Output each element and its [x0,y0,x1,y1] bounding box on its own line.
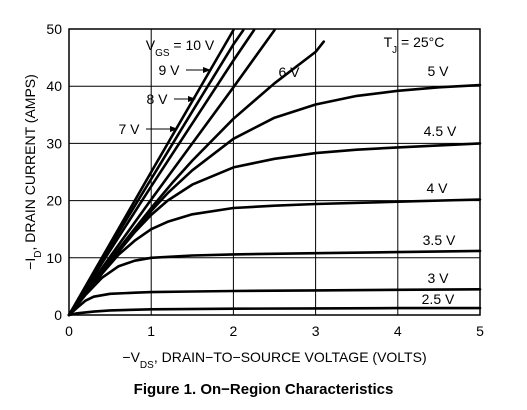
x-tick-label: 0 [65,323,73,339]
curve-label: 3 V [427,270,449,286]
curve-9-v [67,28,245,317]
plot-border [68,28,481,316]
leader-arrowhead [188,96,196,102]
curve-labels: 2.5 V 3 V 3.5 V 4 V 4.5 V 5 V 6 V 7 V 8 V 9 V VGS … [118,34,457,307]
y-tick-label: 50 [46,21,62,37]
curve-label: 4 V [426,180,448,196]
curve-label: 2.5 V [422,291,455,307]
y-tick-labels: 0 10 20 30 40 50 [46,21,62,323]
x-tick-label: 4 [394,323,402,339]
y-tick-label: 10 [46,250,62,266]
leader-arrowhead [203,67,211,73]
curve-label: 5 V [427,63,449,79]
x-tick-label: 5 [476,323,484,339]
curve-label: 6 V [278,64,300,80]
curve-7-v [67,28,276,317]
y-tick-label: 30 [46,135,62,151]
x-tick-label: 2 [230,323,238,339]
axis-titles: −VDS, DRAIN−TO−SOURCE VOLTAGE (VOLTS) −ID… [22,74,427,370]
x-axis-label: −VDS, DRAIN−TO−SOURCE VOLTAGE (VOLTS) [122,349,426,371]
plot-frame [68,28,481,316]
y-tick-label: 20 [46,193,62,209]
curve-2p5-v [67,306,482,317]
curve-label: 9 V [158,62,180,78]
curve-label: VGS = 10 V [146,37,215,59]
y-tick-label: 40 [46,78,62,94]
curve-3p5-v [67,249,482,317]
curve-3-v [67,288,482,317]
x-tick-label: 3 [312,323,320,339]
curve-label: 4.5 V [424,123,457,139]
curve-label: 8 V [146,91,168,107]
temperature-annotation: TJ = 25°C [384,34,445,56]
y-tick-label: 0 [54,307,62,323]
grid-lines [69,29,480,315]
curve-label: 7 V [118,121,140,137]
x-tick-labels: 0 1 2 3 4 5 [65,323,484,339]
figure-caption: Figure 1. On−Region Characteristics [133,381,394,398]
y-axis-label: −ID, DRAIN CURRENT (AMPS) [22,74,44,270]
curve-6-v [67,40,326,317]
curve-8-v [67,28,256,317]
curve-group [67,28,482,317]
leader-arrowhead [170,126,178,132]
x-tick-label: 1 [147,323,155,339]
curve-label: 3.5 V [423,232,456,248]
curve-vgs-10-v [67,28,235,317]
